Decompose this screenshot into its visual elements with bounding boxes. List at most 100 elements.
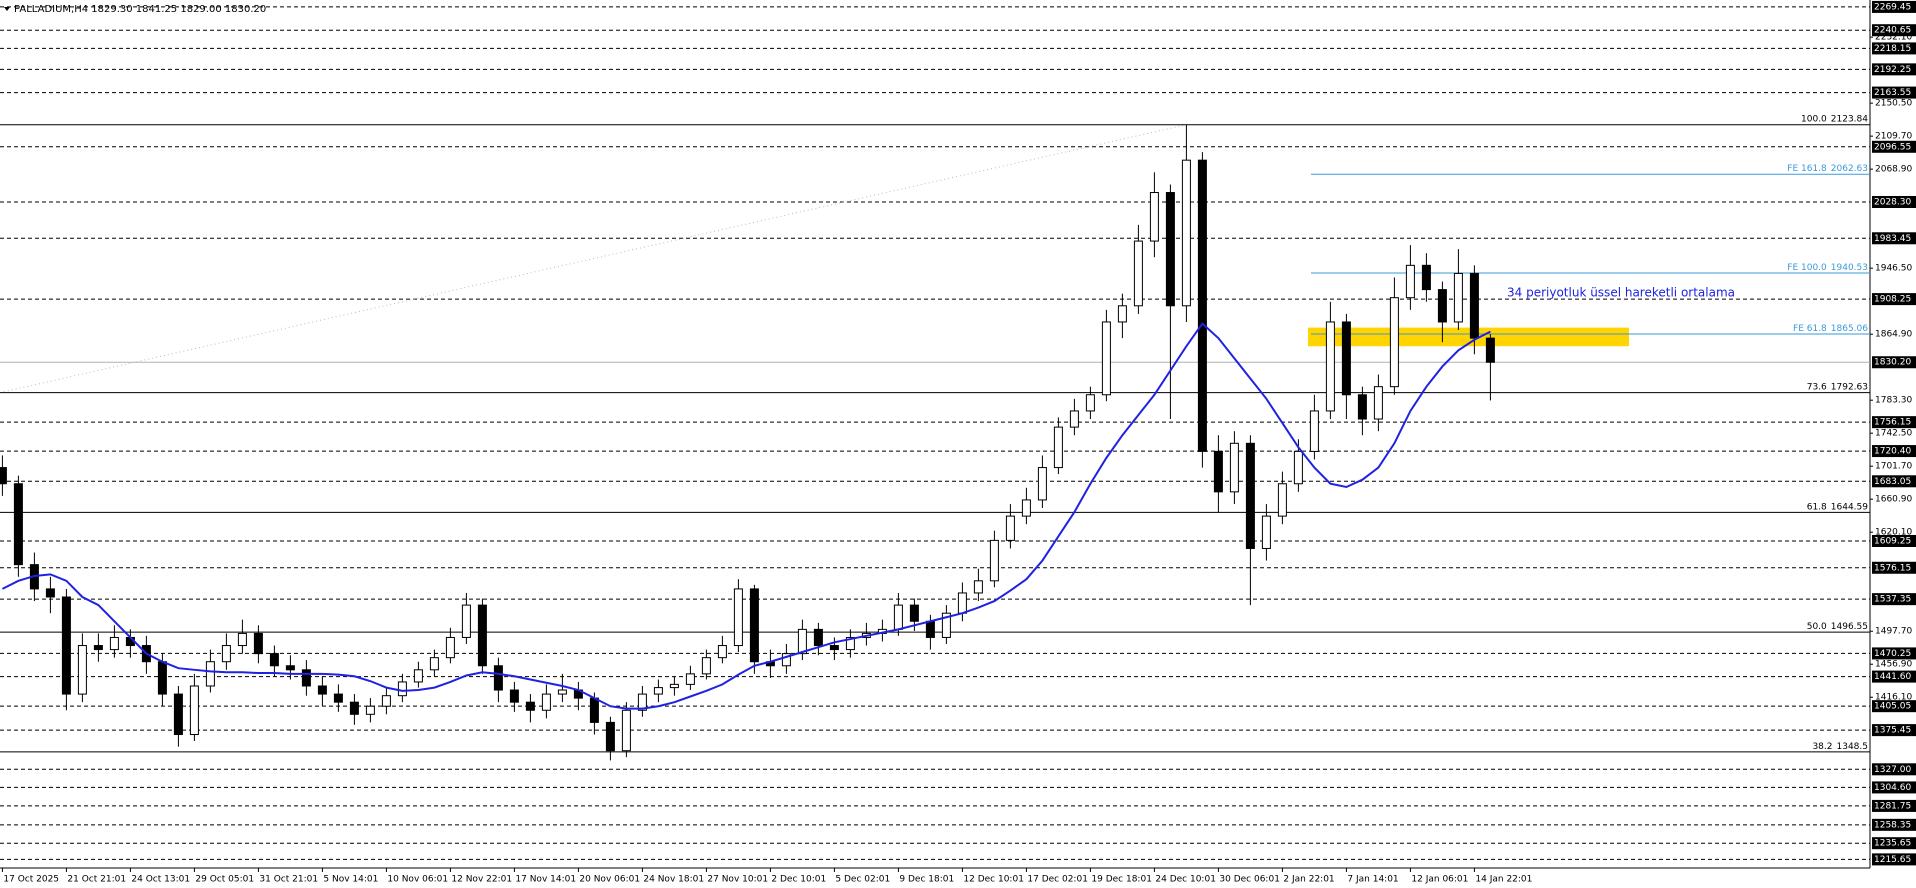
candle-body — [269, 653, 279, 667]
candle-body — [845, 636, 855, 651]
candle-body — [349, 701, 359, 715]
candle-body — [717, 645, 727, 659]
candle-body — [93, 645, 103, 651]
level-label: 2269.45 — [1874, 2, 1911, 12]
menu-icon — [4, 7, 10, 11]
level-text: 50.0 1496.55 — [1807, 622, 1868, 632]
candle-body — [1357, 394, 1367, 420]
level-label-box — [1872, 86, 1916, 99]
candle-body — [237, 632, 247, 647]
level-label: 1375.45 — [1874, 726, 1911, 736]
candle-body — [1245, 442, 1255, 549]
level-label-box — [1872, 416, 1916, 429]
ema-annotation: 34 periyotluk üssel hareketli ortalama — [1507, 286, 1735, 300]
level-label-box — [1872, 293, 1916, 306]
candle-body — [173, 693, 183, 736]
level-ratio: FE 161.8 — [1787, 164, 1827, 174]
level-text: 38.2 1348.5 — [1812, 741, 1868, 751]
candle-body — [413, 669, 423, 683]
y-tick-label: 2150.50 — [1875, 99, 1912, 109]
candle-body — [1325, 321, 1335, 412]
candle-body — [1149, 192, 1159, 242]
level-price: 2123.84 — [1831, 114, 1868, 124]
candle-body — [1341, 321, 1351, 396]
level-label-box — [1872, 853, 1916, 866]
candle-body — [397, 681, 407, 697]
x-tick-label: 21 Oct 21:01 — [67, 875, 126, 885]
x-tick-label: 29 Oct 05:01 — [195, 875, 254, 885]
y-tick-label: 1416.10 — [1875, 693, 1912, 703]
level-label: 1235.65 — [1874, 839, 1911, 849]
x-tick-label: 24 Dec 10:01 — [1155, 875, 1216, 885]
candle-body — [781, 653, 791, 667]
current-price-label: 1830.20 — [1874, 358, 1911, 368]
x-tick-label: 31 Oct 21:01 — [259, 875, 318, 885]
level-label-box — [1872, 534, 1916, 547]
candle-body — [1117, 305, 1127, 323]
level-price: 1940.53 — [1831, 262, 1868, 272]
candle-body — [605, 721, 615, 752]
level-ratio: 50.0 — [1807, 622, 1827, 632]
candle-body — [189, 685, 199, 736]
candle-body — [701, 657, 711, 675]
level-label-box — [1872, 781, 1916, 794]
x-tick-label: 20 Nov 06:01 — [579, 875, 640, 885]
x-tick-label: 5 Nov 14:01 — [323, 875, 378, 885]
level-label: 1756.15 — [1874, 418, 1911, 428]
candle-body — [1037, 467, 1047, 501]
level-label: 1304.60 — [1874, 783, 1911, 793]
candle-body — [285, 665, 295, 671]
level-label-box — [1872, 232, 1916, 245]
level-label: 1537.35 — [1874, 595, 1911, 605]
candle-body — [1085, 394, 1095, 412]
level-label-box — [1872, 763, 1916, 776]
level-label: 1327.00 — [1874, 765, 1911, 775]
candle-body — [13, 483, 23, 566]
candle-body — [685, 673, 695, 685]
highlight-zone — [1308, 327, 1629, 347]
candle-body — [909, 604, 919, 622]
candle-body — [1069, 410, 1079, 428]
level-label: 1983.45 — [1874, 234, 1911, 244]
candle-body — [1469, 272, 1479, 339]
level-price: 1644.59 — [1831, 502, 1868, 512]
candle-body — [797, 628, 807, 655]
candle-body — [1373, 386, 1383, 420]
level-label-box — [1872, 647, 1916, 660]
candle-body — [1485, 337, 1495, 363]
candle-body — [61, 596, 71, 695]
level-label-box — [1872, 0, 1916, 13]
level-label: 1215.65 — [1874, 855, 1911, 865]
candle-body — [925, 620, 935, 638]
level-label: 2028.30 — [1874, 197, 1911, 207]
level-label: 2240.65 — [1874, 26, 1911, 36]
level-label-box — [1872, 837, 1916, 850]
level-label-box — [1872, 724, 1916, 737]
x-tick-label: 12 Dec 10:01 — [963, 875, 1024, 885]
level-label: 2192.25 — [1874, 65, 1911, 75]
candle-body — [109, 636, 119, 651]
candle-body — [973, 580, 983, 594]
level-label-box — [1872, 700, 1916, 713]
x-tick-label: 7 Jan 14:01 — [1347, 875, 1398, 885]
level-label: 1405.05 — [1874, 702, 1911, 712]
candle-body — [333, 693, 343, 703]
level-label: 1683.05 — [1874, 477, 1911, 487]
candle-body — [45, 588, 55, 598]
level-label: 1720.40 — [1874, 447, 1911, 457]
level-label-box — [1872, 561, 1916, 574]
candle-body — [1053, 426, 1063, 469]
candle-body — [365, 705, 375, 715]
candle-body — [621, 709, 631, 752]
candle-body — [1021, 499, 1031, 517]
candle-body — [1437, 289, 1447, 323]
candle-body — [477, 604, 487, 667]
candle-body — [1005, 515, 1015, 541]
x-tick-label: 17 Oct 2025 — [3, 875, 59, 885]
y-tick-label: 1456.90 — [1875, 660, 1912, 670]
level-label-box — [1872, 799, 1916, 812]
candle-body — [1197, 159, 1207, 452]
candle-body — [1181, 159, 1191, 307]
x-tick-label: 10 Nov 06:01 — [387, 875, 448, 885]
